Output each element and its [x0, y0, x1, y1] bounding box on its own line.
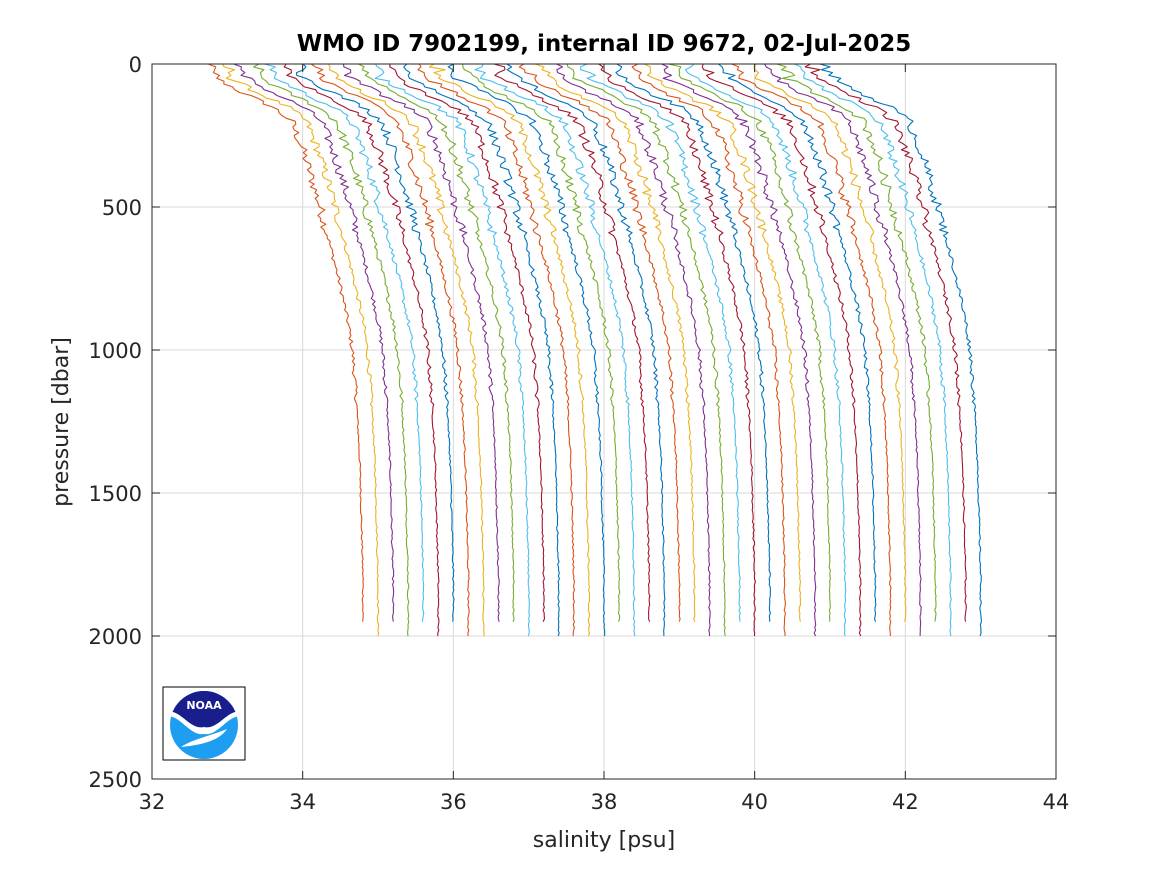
y-tick-label: 500 — [102, 196, 142, 220]
profile-line-9 — [328, 63, 485, 637]
profile-lines — [207, 63, 982, 637]
profile-line-3 — [233, 63, 395, 622]
y-tick-label: 1500 — [89, 482, 142, 506]
profile-line-7 — [295, 63, 455, 622]
profile-line-26 — [580, 63, 741, 622]
profile-line-8 — [310, 63, 470, 637]
profile-line-27 — [598, 63, 756, 637]
profile-line-38 — [764, 63, 922, 637]
x-tick-label: 32 — [139, 790, 166, 814]
profile-line-16 — [428, 63, 591, 637]
x-tick-label: 40 — [741, 790, 768, 814]
grid-lines — [152, 64, 1056, 779]
plot-area: 32 34 36 38 40 42 44 0 500 1000 1500 2000 2500 — [89, 53, 1070, 814]
profile-line-10 — [342, 63, 500, 622]
profile-line-1 — [207, 63, 364, 622]
profile-line-23 — [534, 63, 696, 622]
profile-line-12 — [374, 63, 530, 637]
profile-line-40 — [794, 63, 952, 637]
profile-line-5 — [264, 63, 425, 622]
y-axis-label: pressure [dbar] — [49, 337, 74, 507]
x-axis-label: salinity [psu] — [533, 828, 675, 853]
profile-line-24 — [556, 63, 711, 636]
profile-line-42 — [819, 63, 982, 637]
profile-line-13 — [389, 63, 546, 622]
y-tick-label: 0 — [129, 53, 142, 77]
profile-line-31 — [661, 63, 817, 637]
profile-line-35 — [718, 63, 877, 622]
profile-line-11 — [358, 63, 515, 622]
profile-line-41 — [804, 63, 967, 622]
profile-line-21 — [506, 63, 666, 637]
profile-line-25 — [566, 63, 726, 637]
profile-line-14 — [403, 63, 560, 637]
profile-line-15 — [417, 63, 576, 637]
logo-gull — [181, 729, 227, 747]
y-tick-label: 1000 — [89, 339, 142, 363]
profile-line-18 — [462, 64, 621, 622]
profile-line-33 — [684, 63, 847, 637]
logo-text: NOAA — [186, 699, 222, 712]
profile-line-19 — [474, 63, 636, 637]
profile-line-39 — [776, 63, 937, 622]
profile-line-20 — [493, 63, 651, 622]
profile-line-22 — [518, 63, 681, 622]
profile-line-2 — [221, 63, 380, 637]
profile-line-36 — [731, 63, 892, 637]
profile-line-6 — [283, 63, 440, 636]
axis-ticks: 32 34 36 38 40 42 44 0 500 1000 1500 2000 2500 — [89, 53, 1070, 814]
x-tick-label: 42 — [892, 790, 919, 814]
chart-title: WMO ID 7902199, internal ID 9672, 02-Jul… — [297, 31, 912, 57]
profile-line-28 — [615, 63, 771, 622]
x-tick-label: 38 — [591, 790, 618, 814]
noaa-logo: NOAA — [162, 686, 246, 761]
y-tick-label: 2000 — [89, 625, 142, 649]
profile-line-37 — [753, 63, 907, 622]
profile-line-32 — [668, 63, 831, 622]
x-tick-label: 44 — [1043, 790, 1070, 814]
x-tick-label: 36 — [440, 790, 467, 814]
x-tick-label: 34 — [289, 790, 316, 814]
profile-line-29 — [631, 63, 786, 636]
y-tick-label: 2500 — [89, 768, 142, 792]
profile-line-4 — [253, 63, 410, 637]
profile-line-30 — [644, 63, 802, 622]
profile-line-34 — [701, 63, 862, 637]
profile-line-17 — [447, 63, 606, 637]
